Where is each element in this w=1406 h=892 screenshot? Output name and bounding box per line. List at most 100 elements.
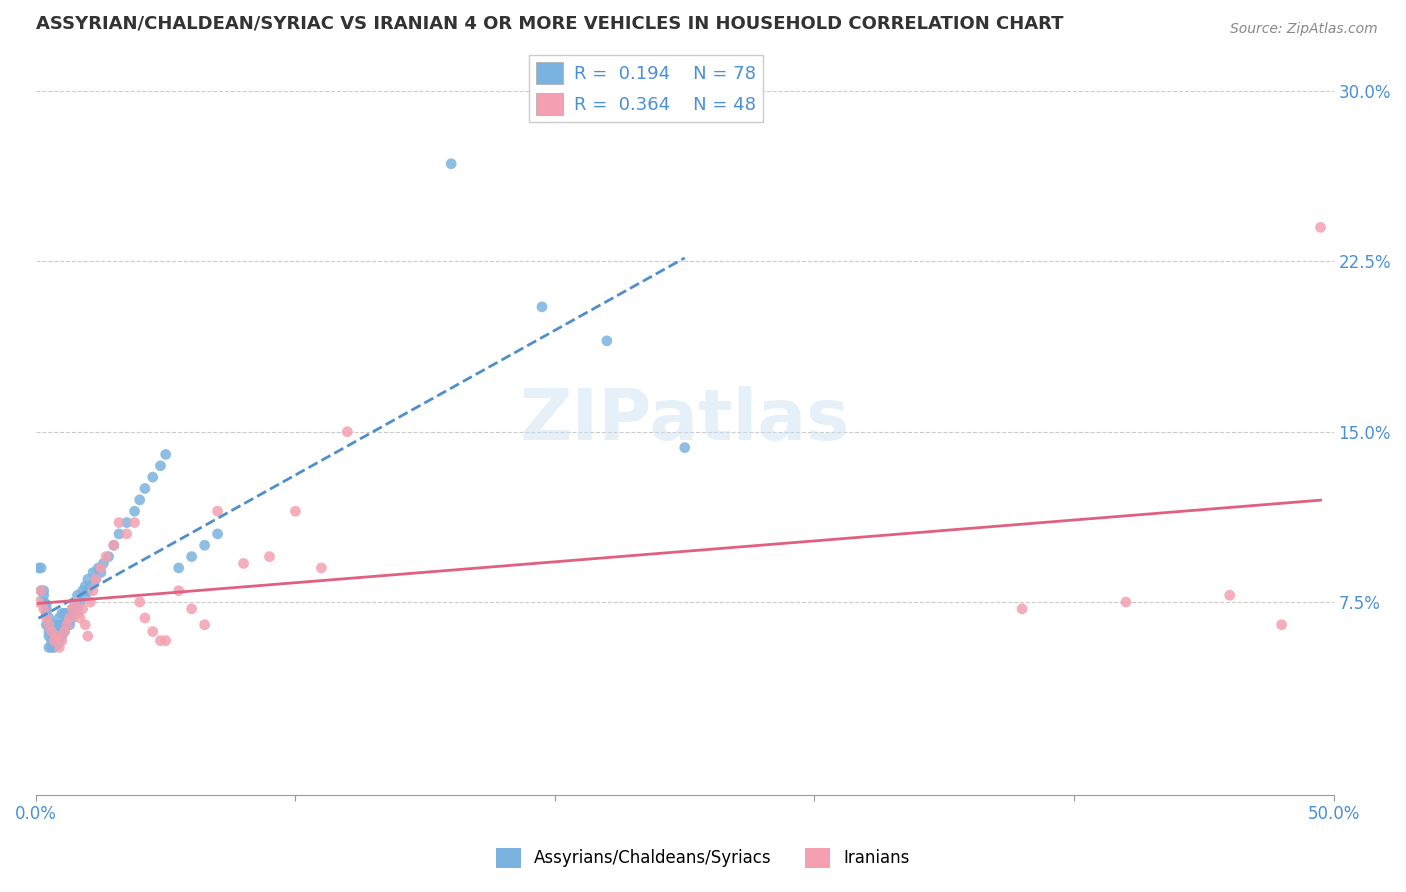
Point	[27, 561, 49, 575]
Point	[94, 549, 117, 564]
Point	[63, 595, 86, 609]
Point	[42, 617, 65, 632]
Point	[60, 602, 83, 616]
Point	[32, 588, 55, 602]
Point	[38, 617, 60, 632]
Point	[51, 617, 73, 632]
Point	[149, 458, 172, 473]
Point	[128, 492, 150, 507]
Text: Source: ZipAtlas.com: Source: ZipAtlas.com	[1230, 22, 1378, 37]
Point	[35, 597, 58, 611]
Point	[1011, 602, 1033, 616]
Point	[38, 611, 60, 625]
Point	[149, 633, 172, 648]
Point	[66, 607, 89, 621]
Point	[48, 633, 70, 648]
Point	[56, 617, 79, 632]
Point	[42, 633, 65, 648]
Point	[115, 527, 138, 541]
Legend: R =  0.194    N = 78, R =  0.364    N = 48: R = 0.194 N = 78, R = 0.364 N = 48	[529, 54, 763, 122]
Point	[155, 447, 177, 461]
Point	[207, 504, 229, 518]
Point	[207, 527, 229, 541]
Point	[30, 583, 52, 598]
Point	[53, 617, 76, 632]
Point	[45, 617, 67, 632]
Point	[27, 595, 49, 609]
Point	[134, 611, 156, 625]
Point	[48, 611, 70, 625]
Point	[124, 516, 146, 530]
Point	[51, 633, 73, 648]
Point	[596, 334, 619, 348]
Point	[79, 579, 101, 593]
Point	[180, 602, 202, 616]
Point	[79, 595, 101, 609]
Point	[45, 629, 67, 643]
Point	[76, 572, 98, 586]
Point	[56, 607, 79, 621]
Point	[72, 602, 94, 616]
Point	[180, 549, 202, 564]
Point	[42, 624, 65, 639]
Point	[53, 607, 76, 621]
Text: ZIPatlas: ZIPatlas	[520, 386, 849, 455]
Point	[530, 300, 553, 314]
Point	[87, 561, 110, 575]
Point	[59, 611, 82, 625]
Point	[60, 611, 83, 625]
Point	[167, 561, 190, 575]
Point	[93, 557, 115, 571]
Point	[66, 602, 89, 616]
Point	[45, 633, 67, 648]
Point	[1309, 220, 1331, 235]
Point	[63, 607, 86, 621]
Point	[41, 624, 63, 639]
Point	[48, 640, 70, 655]
Point	[108, 527, 131, 541]
Point	[90, 561, 112, 575]
Point	[35, 602, 58, 616]
Point	[76, 583, 98, 598]
Point	[84, 572, 107, 586]
Point	[60, 602, 83, 616]
Text: ASSYRIAN/CHALDEAN/SYRIAC VS IRANIAN 4 OR MORE VEHICLES IN HOUSEHOLD CORRELATION : ASSYRIAN/CHALDEAN/SYRIAC VS IRANIAN 4 OR…	[37, 15, 1063, 33]
Point	[51, 629, 73, 643]
Point	[32, 595, 55, 609]
Point	[51, 607, 73, 621]
Point	[69, 595, 91, 609]
Point	[56, 617, 79, 632]
Point	[108, 516, 131, 530]
Point	[45, 629, 67, 643]
Point	[38, 640, 60, 655]
Point	[59, 607, 82, 621]
Point	[53, 624, 76, 639]
Point	[232, 557, 254, 571]
Point	[1271, 617, 1294, 632]
Point	[32, 583, 55, 598]
Point	[41, 633, 63, 648]
Point	[66, 588, 89, 602]
Point	[167, 583, 190, 598]
Point	[69, 611, 91, 625]
Point	[115, 516, 138, 530]
Point	[38, 629, 60, 643]
Point	[1115, 595, 1137, 609]
Point	[103, 538, 125, 552]
Point	[48, 629, 70, 643]
Point	[90, 566, 112, 580]
Point	[142, 470, 165, 484]
Point	[35, 607, 58, 621]
Point	[311, 561, 333, 575]
Point	[35, 611, 58, 625]
Point	[82, 566, 104, 580]
Legend: Assyrians/Chaldeans/Syriacs, Iranians: Assyrians/Chaldeans/Syriacs, Iranians	[489, 841, 917, 875]
Point	[336, 425, 359, 439]
Point	[128, 595, 150, 609]
Point	[1219, 588, 1241, 602]
Point	[30, 561, 52, 575]
Point	[673, 441, 696, 455]
Point	[41, 617, 63, 632]
Point	[63, 595, 86, 609]
Point	[76, 629, 98, 643]
